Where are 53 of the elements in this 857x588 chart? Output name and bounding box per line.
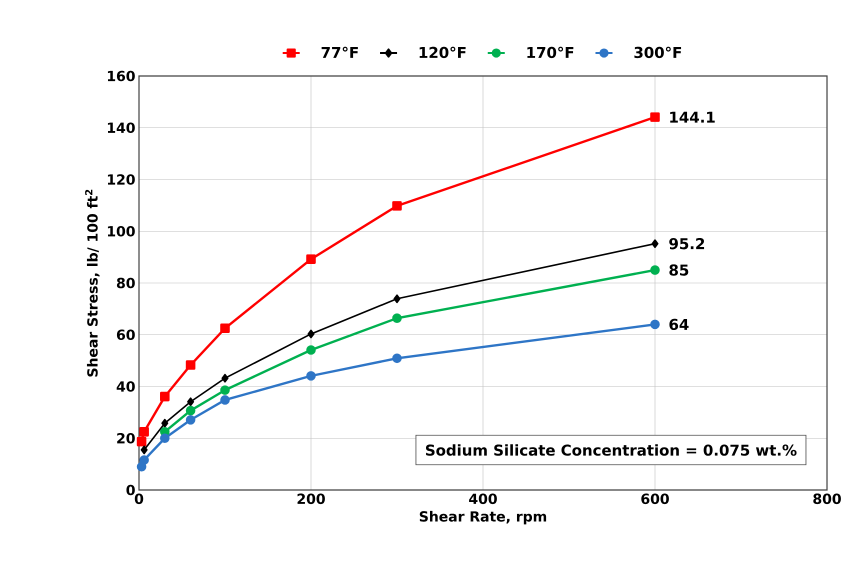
- point: [652, 239, 658, 248]
- point: [306, 345, 316, 355]
- point: [650, 112, 660, 122]
- x-tick-label: 800: [813, 494, 841, 504]
- point: [306, 254, 316, 264]
- x-axis-title: Shear Rate, rpm: [420, 510, 546, 524]
- y-tick-label: 100: [108, 226, 135, 237]
- y-tick-label: 60: [116, 329, 135, 340]
- x-tick-label: 0: [134, 494, 144, 504]
- y-tick-label: 160: [108, 70, 135, 82]
- annotation: Sodium Silicate Concentration = 0.075 wt.%: [426, 444, 797, 456]
- legend-label: 170°F: [527, 46, 574, 58]
- point: [186, 415, 196, 425]
- point: [139, 426, 149, 437]
- data-label: 85: [669, 264, 688, 276]
- legend-label: 120°F: [420, 46, 466, 58]
- point: [220, 385, 230, 395]
- point: [140, 446, 148, 454]
- point: [220, 323, 230, 334]
- point: [139, 455, 149, 465]
- point: [160, 433, 170, 444]
- legend-label: 300°F: [634, 46, 682, 58]
- x-tick-label: 400: [469, 494, 497, 504]
- point: [392, 313, 402, 323]
- point: [308, 330, 314, 338]
- point: [186, 406, 196, 416]
- y-tick-label: 0: [126, 484, 135, 496]
- point: [220, 395, 230, 405]
- point: [222, 374, 228, 383]
- y-tick-label: 80: [116, 278, 135, 288]
- y-tick-label: 20: [117, 432, 135, 444]
- point: [392, 354, 402, 364]
- point: [306, 371, 316, 381]
- point: [136, 436, 146, 446]
- point: [161, 418, 168, 428]
- point: [136, 462, 146, 472]
- x-tick-label: 600: [641, 494, 669, 504]
- point: [392, 201, 402, 211]
- legend-label: 77°F: [322, 46, 358, 58]
- data-label: 64: [669, 318, 689, 330]
- point: [187, 397, 194, 406]
- data-label: 95.2: [669, 238, 704, 250]
- point: [186, 360, 196, 370]
- y-tick-label: 120: [108, 174, 135, 185]
- y-axis-title: Shear Stress, lb/ 100 ft$^{2}$: [85, 190, 100, 377]
- y-tick-label: 140: [108, 122, 135, 134]
- data-label: 144.1: [670, 112, 715, 123]
- point: [650, 265, 660, 275]
- point: [394, 294, 400, 304]
- y-tick-label: 40: [116, 381, 135, 392]
- point: [160, 392, 170, 402]
- point: [650, 320, 660, 330]
- x-tick-label: 200: [298, 494, 325, 504]
